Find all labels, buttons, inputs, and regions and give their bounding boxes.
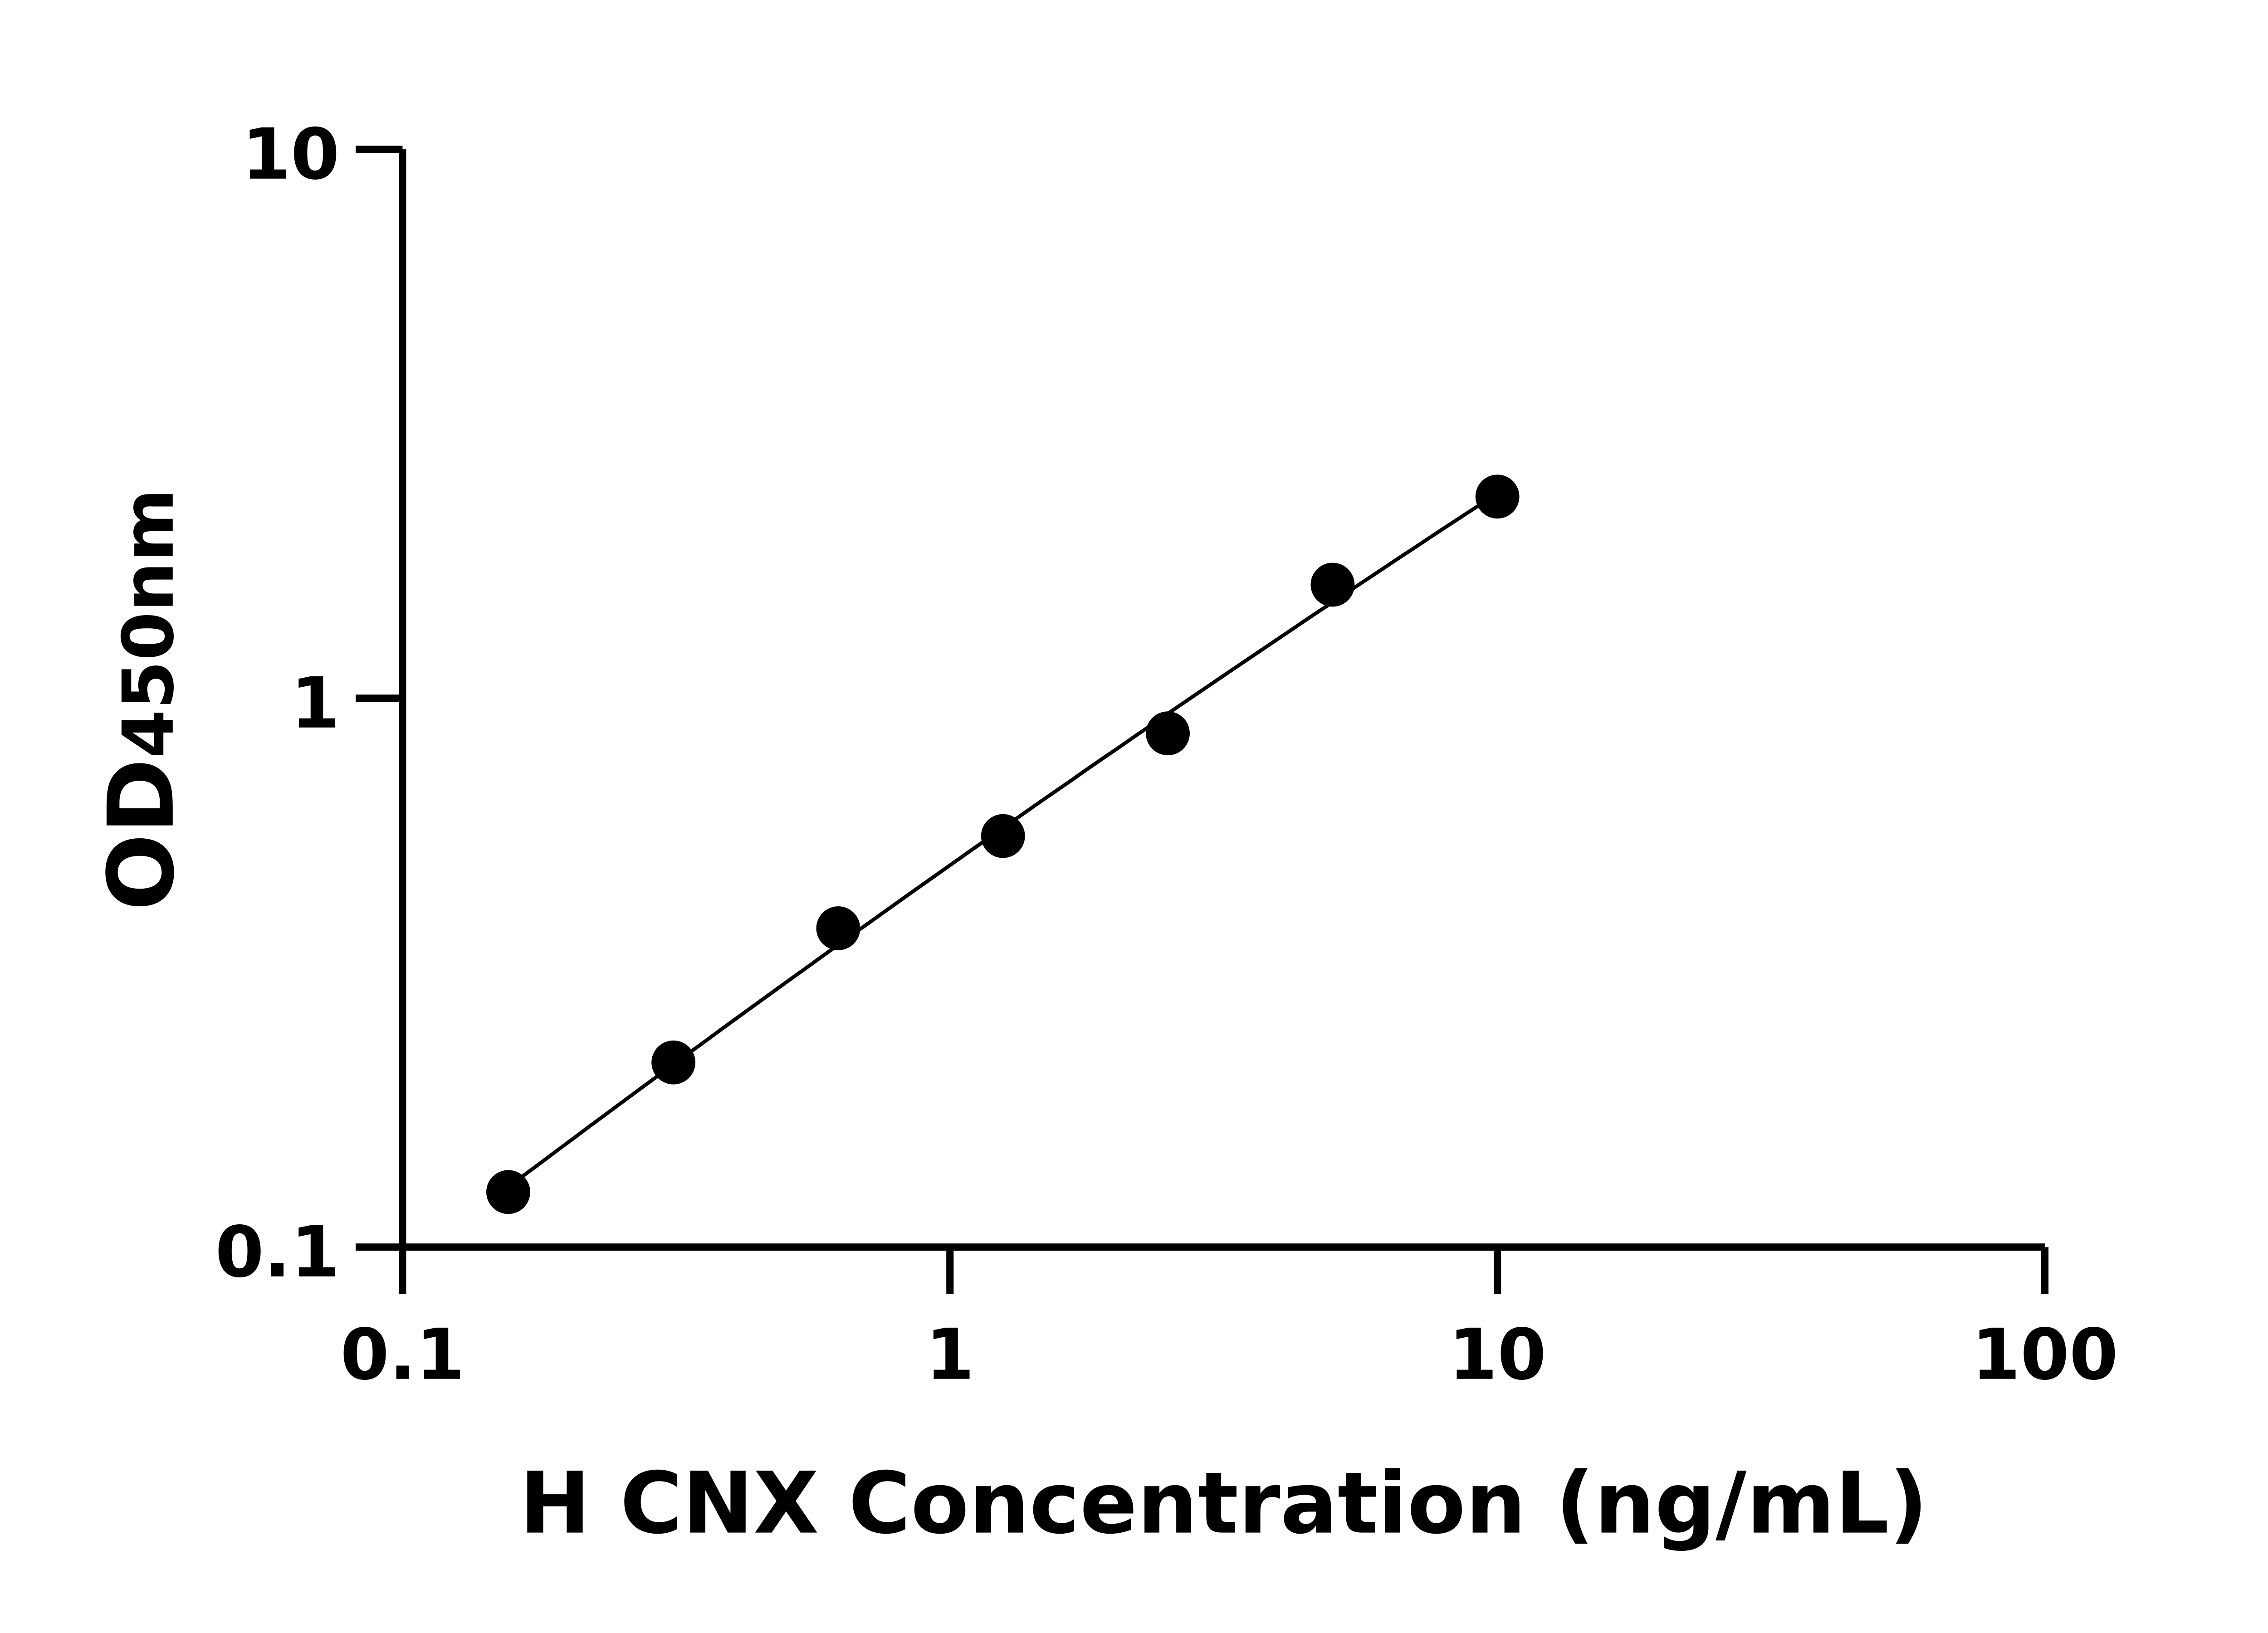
y-axis-label: OD450nm [89, 489, 195, 911]
x-tick-label: 1 [925, 1314, 974, 1396]
data-point [651, 1040, 696, 1085]
data-point [486, 1170, 530, 1214]
data-point [1146, 711, 1190, 756]
y-tick-label: 10 [242, 113, 340, 196]
y-tick-label: 0.1 [215, 1211, 339, 1293]
y-tick-labels: 0.1 1 10 [215, 113, 339, 1293]
y-axis-label-sub: 450nm [108, 489, 190, 758]
y-axis-label-main: OD [89, 758, 195, 911]
data-point [1475, 474, 1520, 519]
y-tick-label: 1 [291, 662, 340, 744]
axes [356, 146, 2049, 1294]
x-tick-label: 0.1 [340, 1314, 464, 1396]
x-tick-labels: 0.1 1 10 100 [340, 1314, 2118, 1396]
data-points [486, 474, 1520, 1214]
x-tick-label: 10 [1448, 1314, 1546, 1396]
data-point [981, 814, 1025, 858]
x-tick-label: 100 [1971, 1314, 2118, 1396]
data-point [1310, 562, 1355, 607]
data-point [816, 906, 860, 950]
x-axis-label: H CNX Concentration (ng/mL) [519, 1454, 1928, 1553]
